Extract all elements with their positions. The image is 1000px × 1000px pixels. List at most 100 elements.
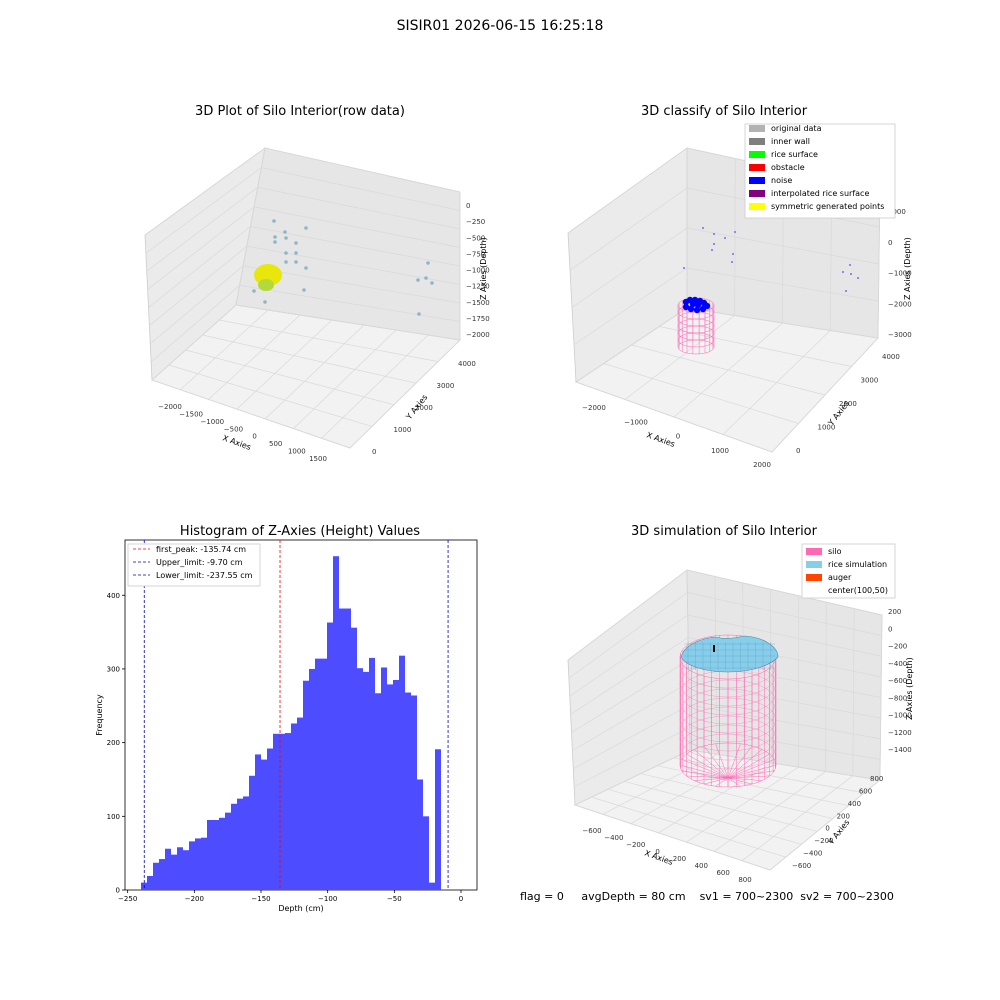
plot1-x-tick-label: −1500 [179,410,203,418]
plot1-data-point [294,241,298,245]
gridline [673,757,865,794]
plot4-y-tick-label: 800 [870,775,883,783]
plot4-x-tick-label: −400 [604,834,623,842]
plot4-cylinder-base-spoke [686,775,729,779]
plot1-y-tick-label: 0 [372,448,376,456]
plot4-z-tick-label: −800 [888,694,907,702]
plot2-noise-point [689,300,697,308]
plot4-cylinder-base-spoke [727,775,770,779]
plot4-z-ticks: 200 0 −200 −400 −600 −800 −1000 −1200 −1400 [888,608,912,754]
plot2-z-tick-label: −1000 [888,270,912,278]
plot4-cylinder-base-spoke [679,764,729,779]
plot4-x-tick-label: −600 [582,827,601,835]
histogram-bar [393,680,399,890]
plot4-y-tick-label: 200 [837,812,850,820]
plot4-cylinder-base-spoke [703,745,729,779]
plot4-z-tick-label: −200 [888,643,907,651]
plot1-data-point [417,312,421,316]
plot2-legend-box [744,123,896,219]
plot1-z-tick-label: −1750 [466,315,490,323]
plot4-x-tick-label: 0 [655,848,659,856]
plot2-zlabel: Z Axies (Depth) [903,237,912,300]
gridline [150,265,244,345]
plot2-scatter-point [713,243,715,245]
plot4-cylinder-base-spoke [686,753,729,779]
status-flag: flag = 0 [520,890,564,903]
plot4-cylinder-base-spoke [693,749,729,779]
gridline [236,319,333,410]
histogram-bar [261,759,267,890]
plot2-legend-label: symmetric generated points [771,202,884,211]
gridline [148,226,251,308]
plot4-zlabel: Z Axies (Depth) [905,657,914,720]
histogram-bar [153,862,159,890]
histogram-bar [285,733,291,890]
plot1-z-tick-label: 0 [466,202,470,210]
histogram-bar [189,841,195,890]
plot2-legend-swatch [749,203,765,210]
plot1-xlabel: X Axies [221,433,252,452]
gridline [630,758,745,824]
histogram-y-tick-label: 100 [107,813,120,821]
plot4-legend-label: rice simulation [828,560,887,569]
plot4-z-tick-label: 0 [888,625,892,633]
plot4-gridlines [567,569,883,871]
plot2-legend-swatch [749,125,765,132]
gridline [852,608,855,776]
histogram-bar [219,817,225,890]
plot1-green-cluster [258,279,274,291]
plot4-cylinder-base-spoke [703,777,729,785]
plot2-x-tick-label: 1000 [711,447,729,455]
plot4-title: 3D simulation of Silo Interior [631,524,817,539]
plot4-x-tick-label: 200 [673,855,686,863]
plot1-y-tick-label: 2000 [415,404,433,412]
gridline [149,245,248,326]
gridline [321,334,429,439]
histogram-x-tick-label: −250 [118,895,137,903]
plot4-cylinder-base-spoke [727,749,763,779]
histogram-bar [375,693,381,890]
histogram-y-tick-label: 400 [107,592,120,600]
plot4-cylinder-base-spoke [727,777,762,781]
plot1-cluster [254,264,282,291]
histogram-reference-lines [143,540,449,890]
gridline [151,379,351,449]
gridline [603,363,799,424]
plot4-z-tick-label: −1400 [888,746,912,754]
histogram-x-tick-label: −200 [185,895,204,903]
gridline [261,167,461,211]
histogram-bar [345,608,351,890]
plot2-xlabel: X Axies [645,430,676,449]
plot4-x-tick-label: −200 [626,841,645,849]
plot1-data-point [304,266,308,270]
histogram-xlabel: Depth (cm) [278,904,323,913]
gridline [264,324,365,420]
histogram-legend-box [127,543,261,587]
plot4-cylinder-base-spoke [681,759,729,779]
gridline [631,344,826,396]
plot1-z-tick-label: −1000 [466,267,490,275]
plot1-z-tick-label: −250 [466,218,485,226]
plot2-z-tick-label: 1000 [888,208,906,216]
histogram-bar [147,876,153,890]
gridline [686,766,799,843]
plot4-legend-swatch [806,548,822,555]
plot2-scatter-point [711,249,713,251]
plot2-scatter-point [731,261,733,263]
gridline [144,147,266,236]
histogram-bar [195,838,201,890]
plot1-data-point [263,300,267,304]
histogram-bar [177,847,183,890]
plot4-cylinder-ring [679,688,777,734]
gridline [575,381,773,453]
plot2-scatter-point [845,290,847,292]
plot2-noise-point [699,305,707,313]
plot1-data-point [283,230,287,234]
histogram-bar [297,717,303,890]
plot1-y-tick-label: 1000 [394,426,412,434]
plot1-title: 3D Plot of Silo Interior(row data) [195,104,405,119]
histogram-bar [405,692,411,890]
gridline [151,304,237,381]
plot2-noise-point [682,303,690,311]
